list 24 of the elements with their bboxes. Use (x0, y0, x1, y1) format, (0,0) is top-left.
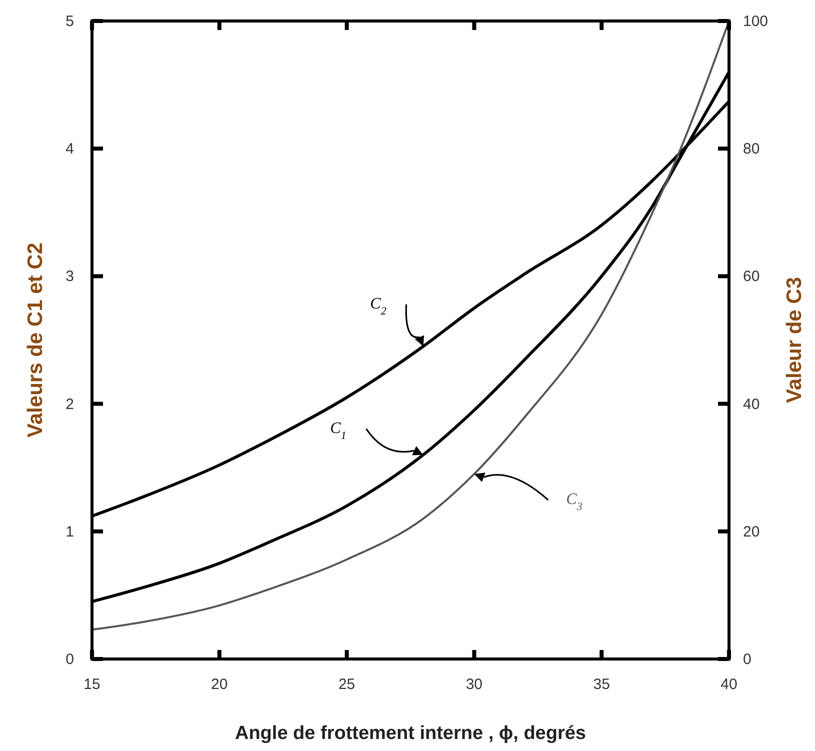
y-tick-label: 2 (66, 396, 74, 413)
text: C$_{2}$ (370, 295, 387, 318)
y-axis-title: Valeurs de C1 et C2 (24, 242, 47, 438)
y-tick-label: 5 (66, 13, 74, 30)
y2-tick-label: 40 (743, 396, 760, 413)
y2-tick-label: 80 (743, 140, 760, 158)
text: C$_{3}$ (566, 490, 583, 513)
x-tick-label: 30 (466, 676, 483, 693)
legend-label: C$_{1}$ (330, 420, 346, 442)
x-axis-title: Angle de frottement interne , ϕ, degrés (234, 723, 586, 744)
y2-tick-label: 100 (743, 13, 768, 30)
y-tick-label: 4 (66, 140, 74, 158)
y-tick-label: 3 (66, 268, 74, 286)
y-tick-label: 0 (66, 651, 74, 668)
x-tick-label: 15 (84, 676, 100, 693)
y2-tick-label: 60 (743, 268, 760, 286)
x-tick-label: 35 (593, 676, 610, 693)
y2-tick-label: 0 (743, 651, 752, 668)
y-tick-label: 1 (66, 523, 74, 540)
y2-axis-title: Valeur de C3 (783, 276, 806, 404)
y2-tick-label: 20 (743, 523, 760, 540)
x-tick-label: 25 (338, 676, 356, 693)
x-tick-label: 40 (720, 676, 738, 693)
x-tick-label: 20 (211, 676, 228, 693)
